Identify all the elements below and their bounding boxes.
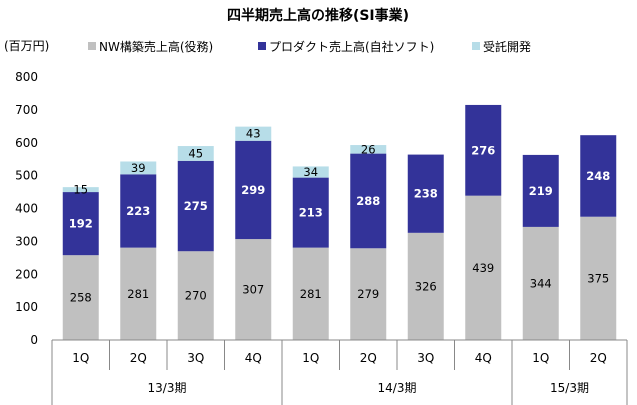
y-tick-label: 800 — [15, 70, 38, 84]
bar-segment — [522, 154, 559, 227]
data-label: 39 — [131, 161, 146, 175]
y-tick-label: 700 — [15, 103, 38, 117]
bar-segment — [177, 160, 214, 252]
bar-segment — [120, 174, 157, 248]
data-label: 281 — [300, 287, 322, 301]
x-tick-label: 4Q — [245, 351, 262, 365]
bar-segment — [120, 161, 157, 175]
data-label: 219 — [529, 184, 553, 198]
data-label: 213 — [299, 206, 323, 220]
x-group-label: 13/3期 — [148, 381, 187, 395]
data-label: 299 — [241, 183, 265, 197]
bar-segment — [62, 255, 99, 340]
bar-segment — [350, 248, 387, 340]
data-label: 43 — [246, 127, 261, 141]
data-label: 439 — [472, 261, 494, 275]
data-label: 281 — [127, 287, 149, 301]
bar-segment — [292, 166, 329, 178]
data-label: 288 — [356, 194, 380, 208]
bar-segment — [407, 232, 444, 340]
bar-segment — [235, 126, 272, 141]
x-tick-label: 3Q — [417, 351, 434, 365]
x-group-label: 15/3期 — [550, 381, 589, 395]
bar-segment — [120, 247, 157, 340]
bar-segment — [350, 153, 387, 249]
legend: NW構築売上高(役務) プロダクト売上高(自社ソフト) 受託開発 — [88, 39, 531, 54]
legend-swatch — [258, 42, 266, 50]
data-label: 34 — [303, 165, 318, 179]
x-tick-label: 2Q — [360, 351, 377, 365]
x-tick-label: 1Q — [532, 351, 549, 365]
bar-segment — [235, 239, 272, 340]
bar-segment — [522, 226, 559, 340]
bar-segment — [580, 216, 617, 340]
data-label: 270 — [185, 289, 207, 303]
x-tick-label: 2Q — [590, 351, 607, 365]
data-label: 275 — [184, 199, 208, 213]
x-tick-label: 3Q — [187, 351, 204, 365]
bar-segment — [292, 247, 329, 340]
bar-segment — [580, 135, 617, 217]
data-label: 223 — [126, 204, 150, 218]
bar-segment — [465, 195, 502, 340]
x-tick-label: 1Q — [302, 351, 319, 365]
y-tick-label: 300 — [15, 234, 38, 248]
data-label: 375 — [587, 271, 609, 285]
y-tick-label: 600 — [15, 136, 38, 150]
y-tick-label: 100 — [15, 300, 38, 314]
legend-swatch — [88, 42, 96, 50]
x-group-label: 14/3期 — [378, 381, 417, 395]
legend-label: 受託開発 — [483, 39, 531, 54]
data-label: 258 — [70, 291, 92, 305]
bar-segment — [235, 140, 272, 240]
x-axis: 1Q 2Q 3Q 4Q 1Q 2Q 3Q 4Q 1Q 2Q 13/3期 14/3期 15/3期 — [51, 339, 628, 405]
bar-segment — [350, 145, 387, 154]
y-tick-label: 0 — [30, 333, 38, 347]
legend-swatch — [472, 42, 480, 50]
legend-label: NW構築売上高(役務) — [99, 39, 213, 54]
bar-segment — [407, 154, 444, 233]
bar-segment — [465, 104, 502, 196]
bar-segment — [292, 177, 329, 248]
x-tick-label: 1Q — [72, 351, 89, 365]
data-label: 248 — [586, 169, 610, 183]
y-tick-label: 200 — [15, 267, 38, 281]
y-tick-label: 400 — [15, 202, 38, 216]
data-label: 45 — [188, 146, 203, 160]
bar-segment — [177, 251, 214, 340]
data-label: 344 — [530, 276, 552, 290]
data-label: 307 — [242, 283, 264, 297]
bar-segment — [62, 187, 99, 193]
bar-segment — [177, 146, 214, 161]
data-label: 26 — [361, 142, 376, 156]
data-label: 15 — [73, 183, 88, 197]
y-axis-unit-label: (百万円) — [4, 39, 49, 53]
data-label: 279 — [357, 287, 379, 301]
y-axis: 0 100 200 300 400 500 600 700 800 — [15, 70, 38, 347]
y-tick-label: 500 — [15, 169, 38, 183]
data-label: 192 — [69, 217, 93, 231]
bars: 258 192 15 281 223 39 270 275 45 307 299 43 281 213 34… — [62, 104, 617, 340]
data-label: 276 — [471, 143, 495, 157]
x-tick-label: 4Q — [475, 351, 492, 365]
chart-title: 四半期売上高の推移(SI事業) — [227, 7, 409, 24]
data-label: 326 — [415, 279, 437, 293]
bar-segment — [62, 192, 99, 256]
data-label: 238 — [414, 187, 438, 201]
x-tick-label: 2Q — [130, 351, 147, 365]
legend-label: プロダクト売上高(自社ソフト) — [269, 39, 434, 54]
